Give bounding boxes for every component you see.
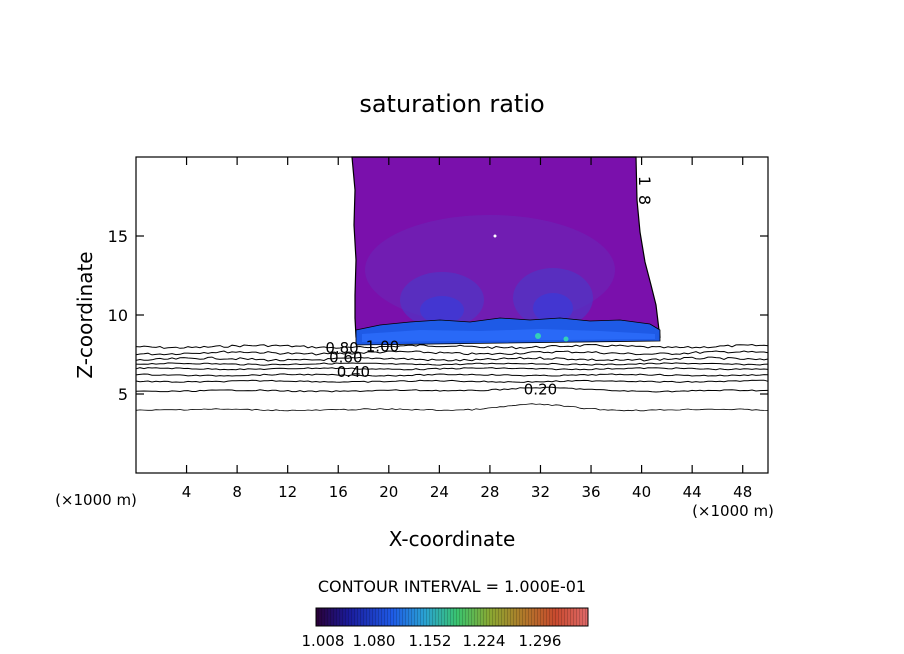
contour-label: 0.20 bbox=[524, 380, 557, 398]
cloud-lobe-left-core bbox=[420, 296, 464, 324]
cloud-base-core bbox=[362, 329, 655, 342]
contour-line bbox=[135, 343, 769, 350]
x-unit-label-left: (×1000 m) bbox=[55, 491, 137, 509]
y-tick-label: 10 bbox=[108, 306, 128, 325]
y-axis: 5 10 15 bbox=[108, 227, 768, 404]
x-tick-label: 32 bbox=[531, 483, 550, 501]
cloud-base-spot bbox=[493, 234, 497, 238]
contour-line bbox=[135, 403, 769, 412]
x-tick-label: 48 bbox=[733, 483, 752, 501]
contour-line bbox=[135, 379, 769, 383]
y-tick-label: 15 bbox=[108, 227, 128, 246]
contour-line bbox=[135, 362, 769, 366]
contour-interval-text: CONTOUR INTERVAL = 1.000E-01 bbox=[318, 577, 586, 596]
contour-labels: 0.80 1.000.600.40 0.20 1 8 bbox=[325, 176, 654, 398]
x-tick-label: 8 bbox=[232, 483, 242, 501]
colorbar-tick-label: 1.152 bbox=[409, 632, 452, 650]
contour-label: 8 bbox=[635, 195, 654, 205]
contour-label: 1 bbox=[635, 176, 654, 186]
contour-label: 0.80 bbox=[325, 339, 358, 357]
x-tick-label: 24 bbox=[430, 483, 449, 501]
x-tick-label: 40 bbox=[632, 483, 651, 501]
x-unit-label-right: (×1000 m) bbox=[692, 502, 774, 520]
contour-label: 0.40 bbox=[337, 363, 370, 381]
contour-line bbox=[135, 350, 769, 356]
x-tick-label: 16 bbox=[329, 483, 348, 501]
colorbar-tick-label: 1.008 bbox=[302, 632, 345, 650]
y-tick-label: 5 bbox=[118, 385, 128, 404]
cloud-lobe-right-core bbox=[533, 293, 573, 323]
contour-line bbox=[135, 356, 769, 362]
x-axis-label: X-coordinate bbox=[389, 527, 516, 551]
x-tick-label: 4 bbox=[182, 483, 192, 501]
contour-line bbox=[135, 386, 769, 393]
colorbar-tick-label: 1.296 bbox=[519, 632, 562, 650]
x-axis: 4 8 12 16 20 24 28 32 36 40 44 48 bbox=[182, 157, 752, 501]
contour-label: 0.60 bbox=[329, 349, 362, 367]
colorbar-tick-label: 1.224 bbox=[463, 632, 506, 650]
contour-line bbox=[135, 367, 769, 371]
colorbar-ticks: 1.008 1.080 1.152 1.224 1.296 bbox=[302, 632, 562, 650]
y-axis-label: Z-coordinate bbox=[73, 251, 97, 378]
colorbar-hatching bbox=[316, 608, 588, 626]
contour-label: 1.00 bbox=[366, 338, 399, 356]
x-tick-label: 20 bbox=[379, 483, 398, 501]
x-tick-label: 12 bbox=[278, 483, 297, 501]
contour-lines bbox=[135, 343, 769, 412]
cloud-base-spot bbox=[535, 333, 541, 339]
chart-title: saturation ratio bbox=[359, 90, 544, 118]
contour-line bbox=[135, 373, 769, 377]
x-tick-label: 44 bbox=[683, 483, 702, 501]
cloud-base-spot bbox=[563, 336, 569, 342]
x-tick-label: 28 bbox=[480, 483, 499, 501]
x-tick-label: 36 bbox=[581, 483, 600, 501]
colorbar-tick-label: 1.080 bbox=[353, 632, 396, 650]
